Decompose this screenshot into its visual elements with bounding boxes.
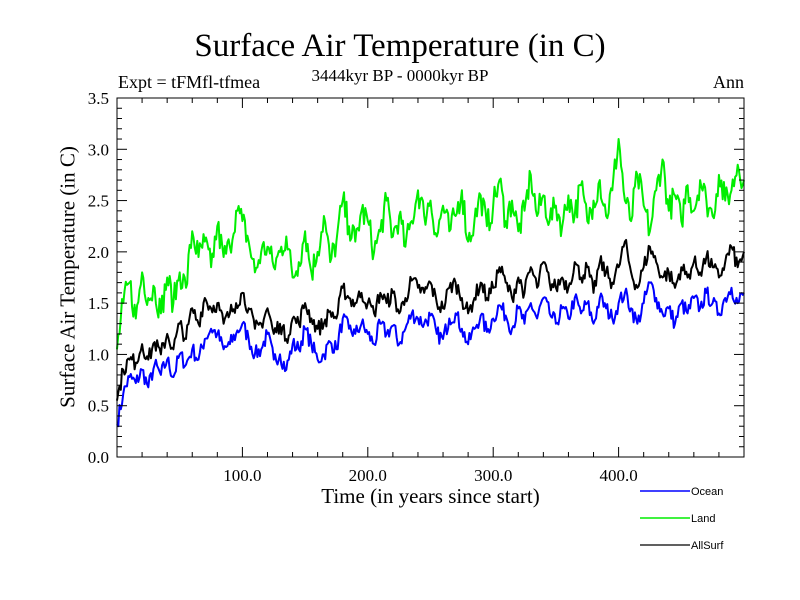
series-line-land <box>116 138 745 350</box>
experiment-label: Expt = tFMfl-tfmea <box>118 72 261 92</box>
legend-label-ocean: Ocean <box>691 486 723 498</box>
x-tick-label: 300.0 <box>474 466 512 485</box>
y-tick-label: 0.0 <box>88 448 109 467</box>
x-axis-label: Time (in years since start) <box>321 484 540 508</box>
x-tick-label: 100.0 <box>223 466 261 485</box>
y-tick-label: 0.5 <box>88 397 109 416</box>
season-label: Ann <box>713 72 744 92</box>
y-tick-label: 2.0 <box>88 243 109 262</box>
y-tick-label: 3.0 <box>88 140 109 159</box>
y-tick-label: 3.5 <box>88 89 109 108</box>
y-tick-label: 1.0 <box>88 345 109 364</box>
legend-label-allsurf: AllSurf <box>691 540 724 552</box>
x-tick-label: 200.0 <box>349 466 387 485</box>
plot-frame <box>116 97 745 458</box>
series-layer <box>116 138 745 428</box>
chart-subtitle: 3444kyr BP - 0000kyr BP <box>311 66 489 85</box>
series-line-ocean <box>116 281 745 428</box>
chart-title: Surface Air Temperature (in C) <box>194 28 606 64</box>
y-tick-label: 2.5 <box>88 192 109 211</box>
legend-label-land: Land <box>691 513 715 525</box>
x-tick-label: 400.0 <box>599 466 637 485</box>
y-tick-label: 1.5 <box>88 294 109 313</box>
legend: Ocean Land AllSurf <box>640 486 724 552</box>
axes-layer: 0.0 0.5 1.0 1.5 2.0 2.5 3.0 3.5 100.0 200.0 300.0 4… <box>88 89 745 485</box>
series-line-allsurf <box>116 238 745 401</box>
